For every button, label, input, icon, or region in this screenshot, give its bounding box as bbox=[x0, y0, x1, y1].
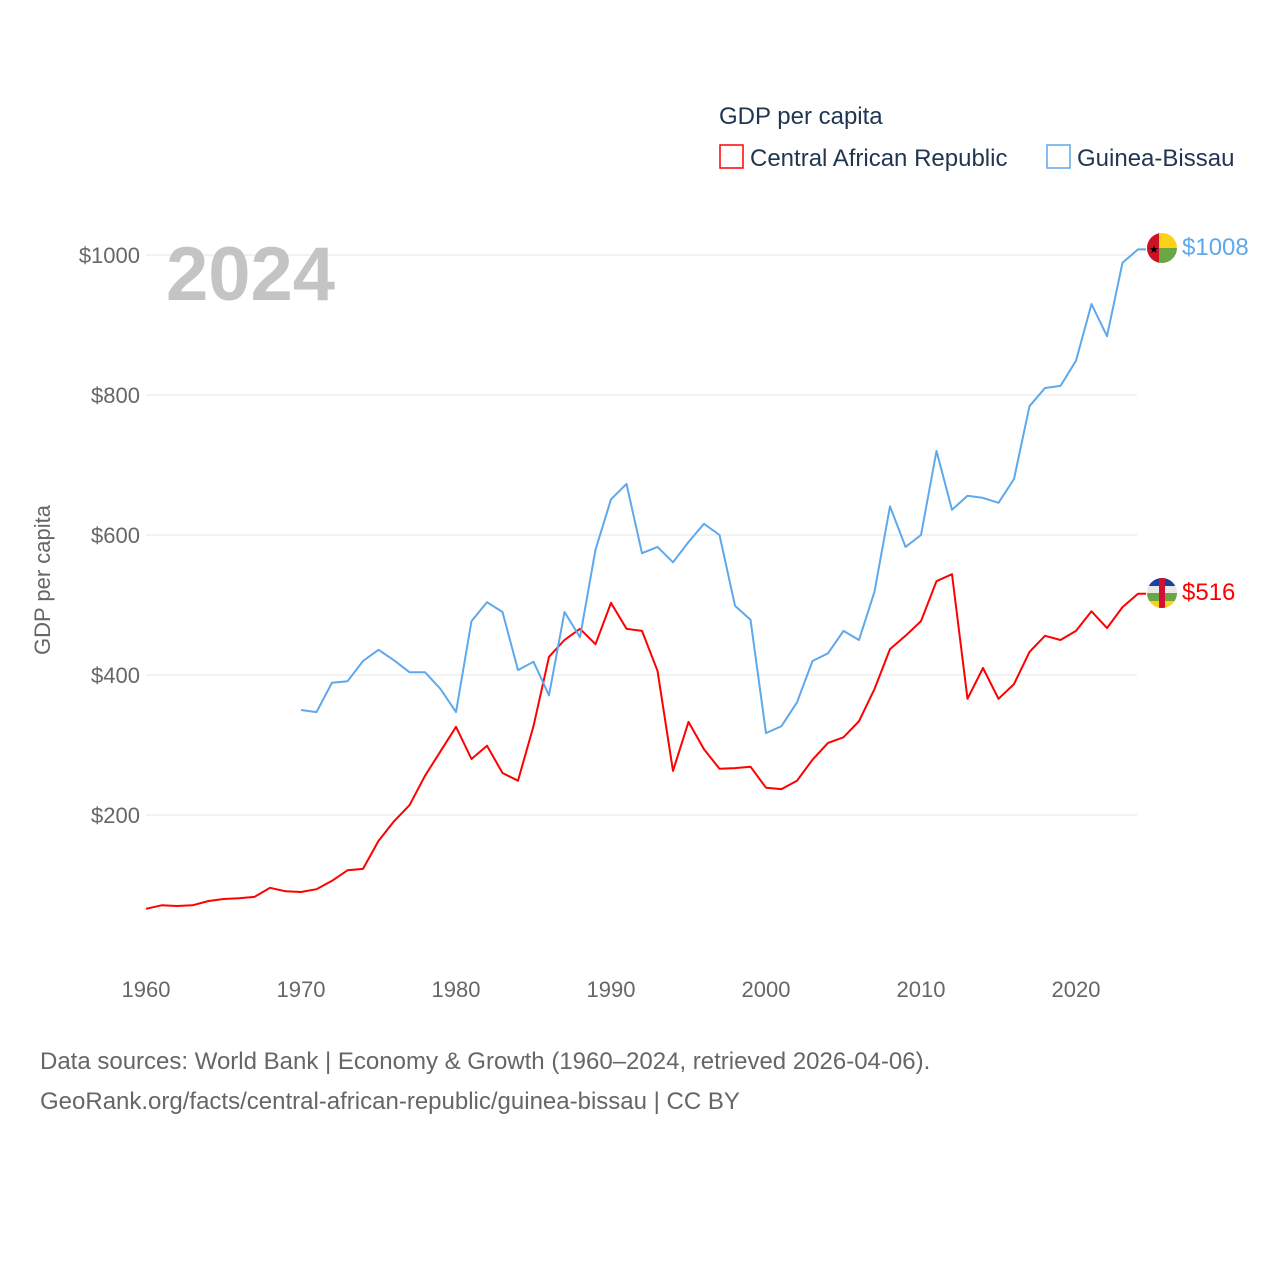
x-tick-label: 1990 bbox=[587, 977, 636, 1002]
source-line: Data sources: World Bank | Economy & Gro… bbox=[40, 1048, 931, 1075]
y-tick-label: $800 bbox=[91, 383, 140, 408]
y-axis-label: GDP per capita bbox=[30, 504, 55, 655]
y-tick-label: $200 bbox=[91, 803, 140, 828]
series-line-guinea-bissau bbox=[300, 248, 1146, 735]
year-label: 2024 bbox=[166, 232, 335, 317]
x-tick-label: 2000 bbox=[742, 977, 791, 1002]
x-tick-label: 1980 bbox=[432, 977, 481, 1002]
x-tick-label: 1970 bbox=[277, 977, 326, 1002]
x-tick-label: 2020 bbox=[1052, 977, 1101, 1002]
legend-label-gb: Guinea-Bissau bbox=[1077, 145, 1234, 172]
source-footer: Data sources: World Bank | Economy & Gro… bbox=[40, 1042, 930, 1122]
y-tick-label: $600 bbox=[91, 523, 140, 548]
y-tick-label: $400 bbox=[91, 663, 140, 688]
legend-swatch-gb bbox=[1046, 144, 1071, 169]
legend-item-guinea-bissau[interactable]: Guinea-Bissau bbox=[1046, 144, 1234, 172]
series-lines bbox=[145, 248, 1146, 910]
end-label-guinea-bissau: $1008 bbox=[1182, 234, 1249, 261]
gridlines bbox=[146, 254, 1137, 816]
x-axis-ticks: 1960 1970 1980 1990 2000 2010 2020 bbox=[122, 977, 1101, 1002]
legend-label-car: Central African Republic bbox=[750, 145, 1007, 172]
x-tick-label: 1960 bbox=[122, 977, 171, 1002]
svg-text:★: ★ bbox=[1149, 244, 1159, 256]
legend-title: GDP per capita bbox=[719, 103, 883, 130]
y-tick-label: $1000 bbox=[79, 243, 140, 268]
central-african-republic-flag-icon bbox=[1147, 578, 1177, 608]
x-tick-label: 2010 bbox=[897, 977, 946, 1002]
source-url-line[interactable]: GeoRank.org/facts/central-african-republ… bbox=[40, 1088, 740, 1115]
y-axis-ticks: $200 $400 $600 $800 $1000 bbox=[79, 243, 140, 828]
guinea-bissau-flag-icon: ★ bbox=[1147, 233, 1177, 263]
end-label-car: $516 bbox=[1182, 579, 1235, 606]
legend-swatch-car bbox=[719, 144, 744, 169]
series-line-central-african-republic bbox=[145, 573, 1146, 910]
legend-item-central-african-republic[interactable]: Central African Republic bbox=[719, 144, 1007, 172]
